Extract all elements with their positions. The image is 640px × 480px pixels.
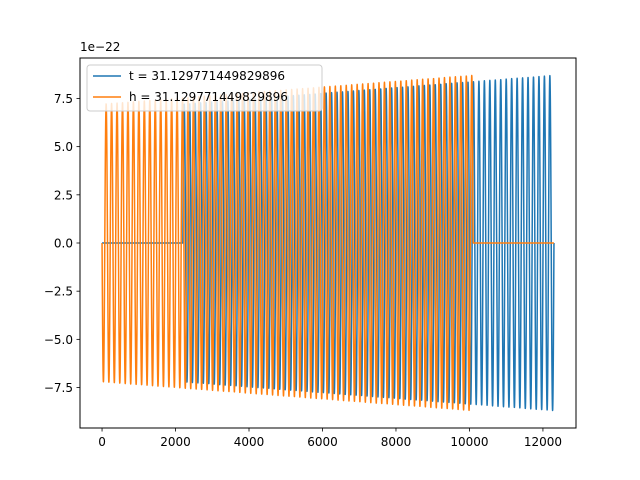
x-tick-label: 6000 xyxy=(307,435,338,449)
series-layer xyxy=(101,74,555,412)
y-tick-label: 7.5 xyxy=(54,92,73,106)
legend-box xyxy=(86,64,323,112)
x-tick-label: 2000 xyxy=(160,435,191,449)
x-tick-label: 8000 xyxy=(381,435,412,449)
x-tick-label: 4000 xyxy=(234,435,265,449)
y-tick-label: 2.5 xyxy=(54,188,73,202)
y-tick-label: 5.0 xyxy=(54,140,73,154)
x-tick-label: 12000 xyxy=(524,435,562,449)
y-tick-label: −2.5 xyxy=(44,285,73,299)
x-tick-label: 10000 xyxy=(450,435,488,449)
legend-label-h: h = 31.129771449829896 xyxy=(129,90,288,104)
y-axis: −7.5 −5.0 −2.5 0.0 2.5 5.0 7.5 xyxy=(44,92,80,395)
series-line-t xyxy=(102,74,555,412)
legend: t = 31.129771449829896 h = 31.1297714498… xyxy=(86,64,323,112)
y-offset-label: 1e−22 xyxy=(80,40,120,54)
series-line-h xyxy=(101,74,554,412)
legend-label-t: t = 31.129771449829896 xyxy=(129,69,285,83)
y-tick-label: −5.0 xyxy=(44,333,73,347)
x-axis: 0 2000 4000 6000 8000 10000 12000 xyxy=(98,428,562,449)
y-tick-label: 0.0 xyxy=(54,237,73,251)
y-tick-label: −7.5 xyxy=(44,381,73,395)
x-tick-label: 0 xyxy=(98,435,106,449)
